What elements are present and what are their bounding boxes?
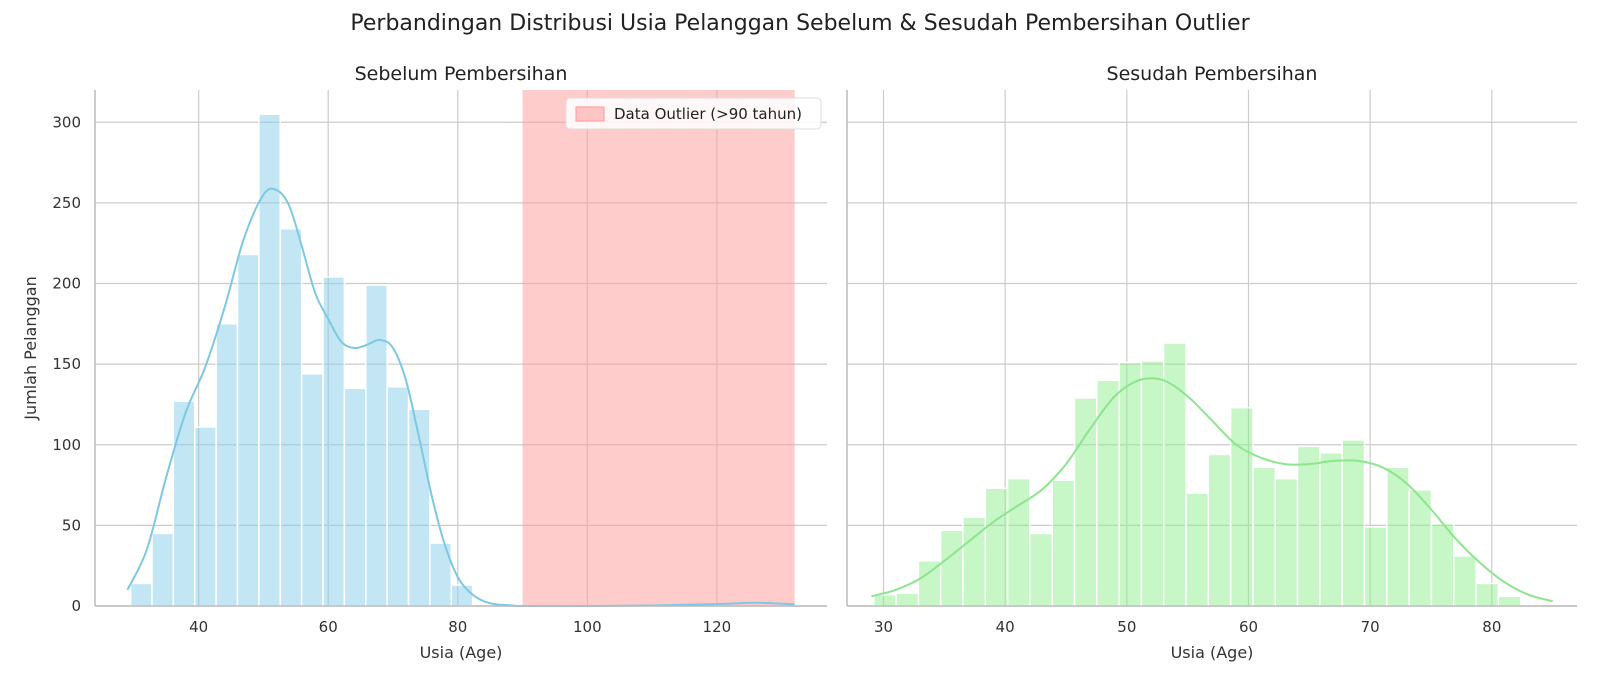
histogram-bar <box>1140 360 1165 607</box>
kde-layer-after <box>871 377 1553 603</box>
histogram-bar <box>322 276 346 607</box>
histogram-bar <box>386 385 410 607</box>
panel-title-after: Sesudah Pembersihan <box>1107 63 1318 85</box>
histogram-bars-before <box>129 113 474 607</box>
x-tick-label: 70 <box>1361 618 1380 636</box>
legend: Data Outlier (>90 tahun) <box>565 97 822 130</box>
histogram-bar <box>984 487 1009 607</box>
histogram-bar <box>365 284 388 607</box>
x-tick-label: 40 <box>189 618 208 636</box>
x-axis-label-after: Usia (Age) <box>1171 643 1254 662</box>
x-tick-label: 80 <box>448 618 467 636</box>
histogram-bar <box>300 373 324 607</box>
histogram-bar <box>1319 452 1343 607</box>
histogram-bar <box>279 227 303 607</box>
histogram-bar <box>1430 523 1455 607</box>
outlier-band-layer-before <box>522 90 795 606</box>
x-tick-label: 100 <box>573 618 602 636</box>
histogram-bar <box>1296 445 1321 607</box>
histogram-bar <box>194 426 217 607</box>
histogram-bar <box>1185 492 1210 607</box>
histogram-bar <box>1274 477 1299 607</box>
histogram-bar <box>129 582 153 607</box>
histogram-bar <box>236 253 260 607</box>
x-tick-label: 60 <box>1239 618 1258 636</box>
histogram-bar <box>1363 526 1388 607</box>
panel-before-cleaning: Sebelum Pembersihan Usia (Age) Jumlah Pe… <box>21 63 827 662</box>
y-tick-label: 300 <box>52 113 81 131</box>
y-tick-label: 150 <box>52 355 81 373</box>
histogram-bar <box>1229 406 1254 607</box>
histogram-bar <box>450 584 474 607</box>
histogram-bar <box>1118 361 1143 607</box>
legend-label: Data Outlier (>90 tahun) <box>614 105 802 123</box>
x-axis-label-before: Usia (Age) <box>420 643 503 662</box>
histogram-bars-after <box>873 342 1522 607</box>
histogram-bar <box>172 400 196 607</box>
histogram-bar <box>873 593 897 607</box>
histogram-bar <box>1073 397 1098 607</box>
histogram-bar <box>1207 453 1232 607</box>
histogram-bar <box>1252 466 1277 607</box>
outlier-band <box>522 90 795 606</box>
histogram-bar <box>1453 555 1477 607</box>
histogram-bar <box>1497 595 1522 607</box>
histogram-bar <box>917 560 942 607</box>
axes-before: 40 60 80 100 120 0 50 100 150 200 250 300 <box>52 90 827 636</box>
legend-box <box>565 97 822 130</box>
legend-swatch <box>575 106 605 122</box>
histogram-bar <box>895 592 920 607</box>
x-tick-label: 50 <box>1117 618 1136 636</box>
x-tick-label: 60 <box>319 618 338 636</box>
histogram-bar <box>343 387 367 607</box>
y-tick-label: 50 <box>62 516 81 534</box>
histogram-bar <box>1029 532 1054 607</box>
axes-after: 30 40 50 60 70 80 <box>846 90 1577 636</box>
y-axis-label: Jumlah Pelanggan <box>21 276 40 421</box>
histogram-bar <box>151 532 175 607</box>
histogram-bar <box>1386 466 1410 607</box>
histogram-bar <box>1051 479 1076 607</box>
x-tick-label: 120 <box>703 618 732 636</box>
y-tick-label: 100 <box>52 436 81 454</box>
x-tick-label: 40 <box>996 618 1015 636</box>
histogram-bar <box>1006 477 1031 607</box>
y-tick-label: 0 <box>71 597 81 615</box>
histogram-bar <box>215 323 239 607</box>
kde-curve <box>871 377 1553 603</box>
x-tick-label: 80 <box>1482 618 1501 636</box>
x-tick-label: 30 <box>874 618 893 636</box>
histogram-bar <box>1341 439 1366 607</box>
y-tick-label: 200 <box>52 275 81 293</box>
histogram-bar <box>1475 582 1500 607</box>
figure-title: Perbandingan Distribusi Usia Pelanggan S… <box>350 11 1250 36</box>
y-tick-label: 250 <box>52 194 81 212</box>
panel-after-cleaning: Sesudah Pembersihan Usia (Age) 30 40 50 60 7… <box>846 63 1577 662</box>
panel-title-before: Sebelum Pembersihan <box>355 63 568 85</box>
histogram-bar <box>939 529 964 607</box>
